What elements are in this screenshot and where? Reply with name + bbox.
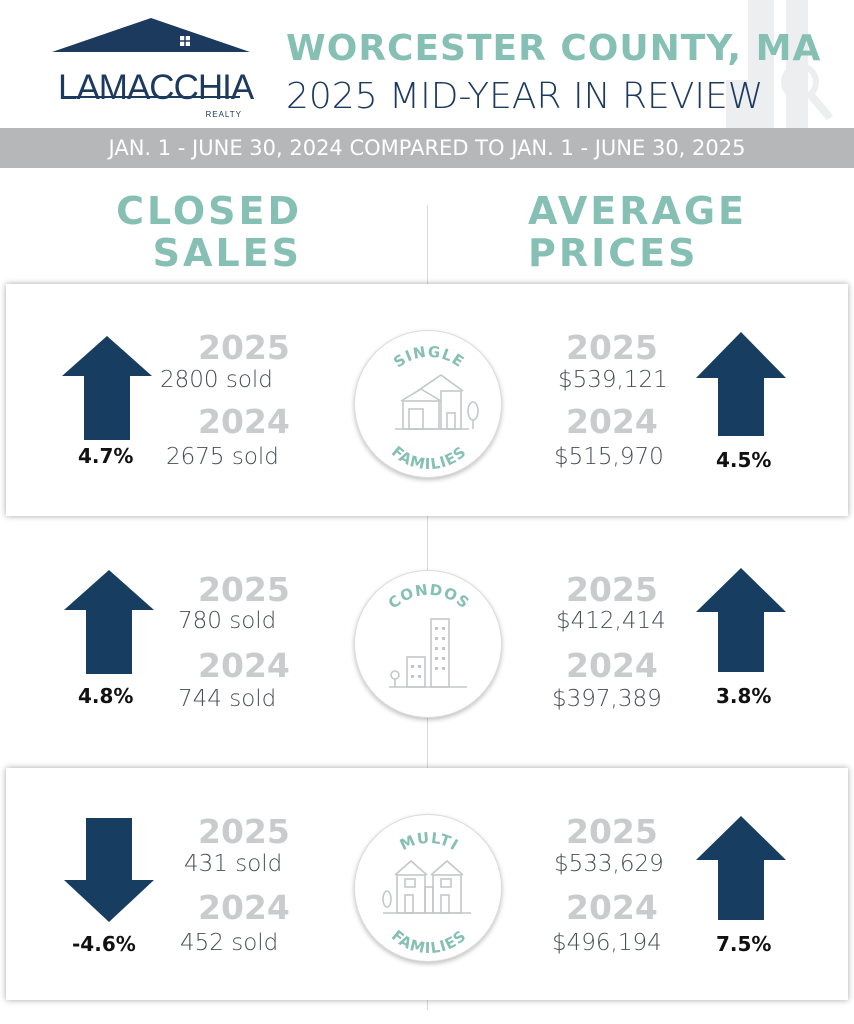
multi-sales-change: -4.6% (72, 932, 136, 956)
multi-sales-2025-value: 431 sold (184, 851, 283, 877)
multi-price-2025-value: $533,629 (554, 851, 664, 877)
title-review: 2025 MID-YEAR IN REVIEW (286, 76, 764, 117)
price-up-arrow-icon (696, 568, 786, 672)
date-range-band: JAN. 1 - JUNE 30, 2024 COMPARED TO JAN. … (0, 128, 854, 168)
sales-up-arrow-icon (64, 570, 154, 674)
single-family-house-icon: SINGLE FAMILIES (388, 343, 479, 473)
price-up-arrow-icon (696, 332, 786, 436)
single-sales-year-2024: 2024 (198, 402, 290, 441)
single-price-2025-value: $539,121 (558, 367, 668, 393)
svg-text:SINGLE: SINGLE (390, 343, 468, 372)
condos-badge: CONDOS (354, 570, 502, 718)
price-up-arrow-icon (696, 816, 786, 920)
multi-family-house-icon: MULTI FAMILIES (382, 829, 471, 957)
multi-label-top: MULTI (397, 829, 461, 855)
condo-price-2024-value: $397,389 (552, 686, 662, 712)
average-prices-heading-line2: PRICES (528, 231, 699, 275)
condo-price-year-2025: 2025 (566, 570, 658, 609)
average-prices-heading: AVERAGE PRICES (528, 190, 747, 274)
multi-sales-year-2024: 2024 (198, 888, 290, 927)
multi-price-change: 7.5% (716, 932, 772, 956)
multi-sales-year-2025: 2025 (198, 812, 290, 851)
multi-families-badge: MULTI FAMILIES (354, 814, 502, 962)
brand-name: LAMACCHIA (58, 68, 254, 107)
single-price-change: 4.5% (716, 448, 772, 472)
closed-sales-heading: CLOSED SALES (116, 190, 302, 274)
multi-price-year-2024: 2024 (566, 888, 658, 927)
single-families-badge: SINGLE FAMILIES (354, 330, 502, 478)
multi-label-bottom: FAMILIES (388, 926, 469, 957)
closed-sales-heading-line1: CLOSED (116, 189, 302, 233)
brand-sub: REALTY (205, 110, 242, 119)
condo-sales-change: 4.8% (78, 684, 134, 708)
closed-sales-heading-line2: SALES (152, 231, 302, 275)
single-sales-2025-value: 2800 sold (160, 367, 273, 393)
lamacchia-logo: LAMACCHIA REALTY (52, 18, 254, 119)
condo-price-year-2024: 2024 (566, 646, 658, 685)
single-price-year-2025: 2025 (566, 328, 658, 367)
skyline-watermark-icon (726, 0, 834, 128)
single-price-year-2024: 2024 (566, 402, 658, 441)
sales-up-arrow-icon (62, 336, 152, 440)
single-price-2024-value: $515,970 (554, 444, 664, 470)
title-county: WORCESTER COUNTY, MA (286, 28, 822, 69)
multi-price-year-2025: 2025 (566, 812, 658, 851)
svg-text:MULTI: MULTI (397, 829, 462, 855)
svg-text:CONDOS: CONDOS (385, 581, 473, 613)
condo-sales-year-2025: 2025 (198, 570, 290, 609)
single-label-bottom: FAMILIES (388, 442, 469, 473)
condo-building-icon: CONDOS (385, 581, 473, 688)
average-prices-heading-line1: AVERAGE (528, 189, 748, 233)
svg-text:FAMILIES: FAMILIES (388, 926, 470, 957)
single-sales-change: 4.7% (78, 444, 134, 468)
condo-price-change: 3.8% (716, 684, 772, 708)
single-sales-year-2025: 2025 (198, 328, 290, 367)
svg-text:FAMILIES: FAMILIES (388, 442, 470, 473)
condo-sales-2025-value: 780 sold (178, 608, 277, 634)
condo-label-top: CONDOS (385, 581, 472, 613)
roof-icon (52, 18, 250, 106)
single-sales-2024-value: 2675 sold (166, 444, 279, 470)
single-label-top: SINGLE (390, 343, 467, 372)
condo-sales-2024-value: 744 sold (178, 686, 277, 712)
condo-price-2025-value: $412,414 (556, 608, 666, 634)
multi-price-2024-value: $496,194 (552, 930, 662, 956)
sales-down-arrow-icon (64, 818, 154, 922)
multi-sales-2024-value: 452 sold (180, 930, 279, 956)
condo-sales-year-2024: 2024 (198, 646, 290, 685)
